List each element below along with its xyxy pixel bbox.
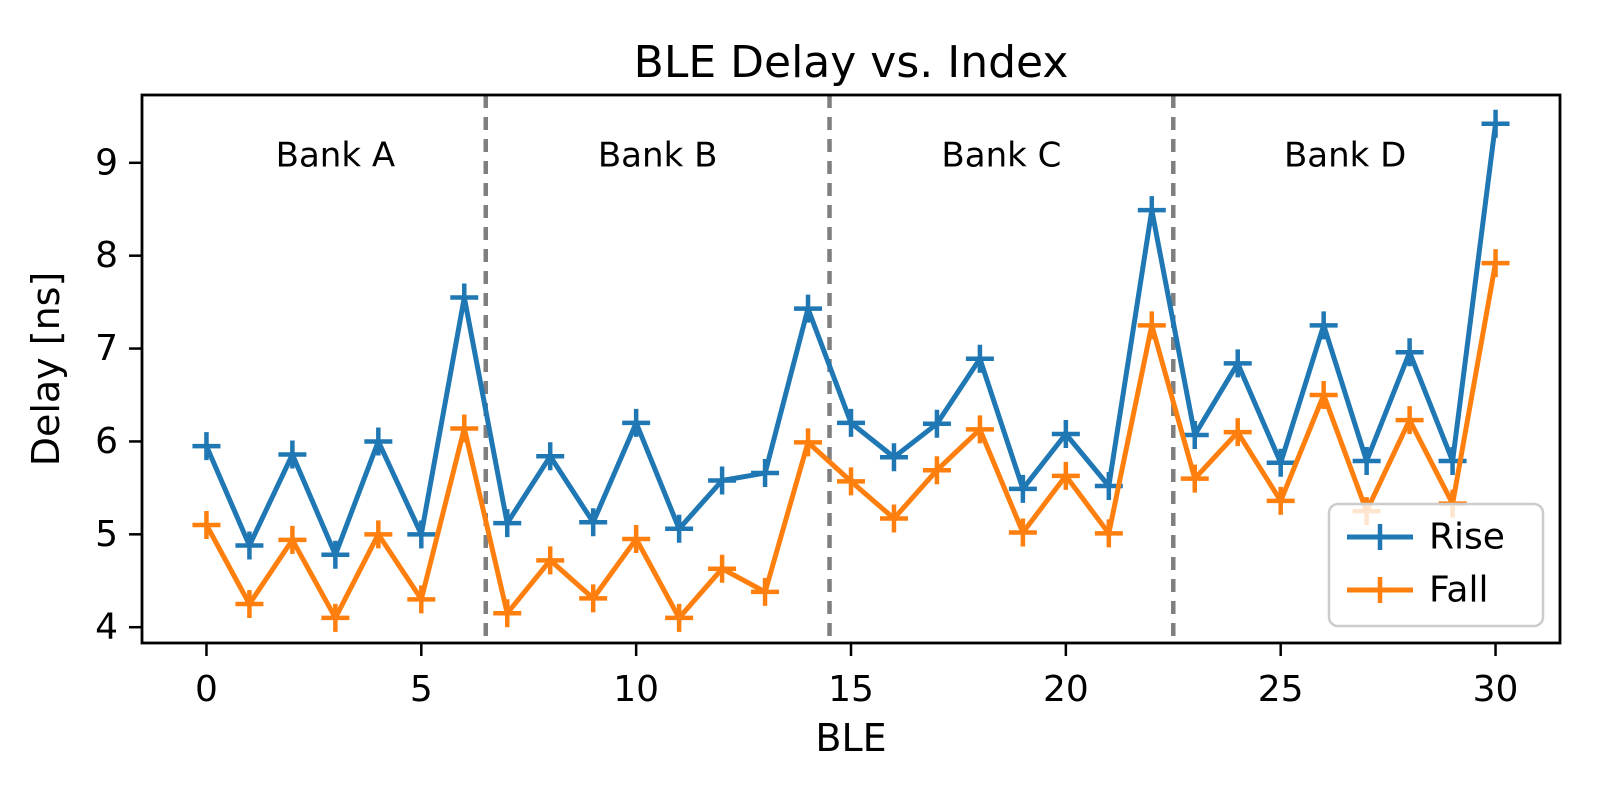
data-point-marker-fall [493,599,522,628]
data-point-marker-fall [235,589,264,618]
data-point-marker-rise [794,294,823,323]
data-point-marker-fall [965,415,994,444]
data-point-marker-fall [1094,519,1123,548]
data-point-marker-rise [837,408,865,437]
data-point-marker-rise [407,520,436,549]
data-point-marker-fall [1051,461,1080,490]
data-point-marker-fall [450,414,479,443]
data-point-marker-rise [450,283,479,312]
x-tick-label: 10 [613,669,659,710]
data-point-marker-fall [1309,381,1338,410]
data-point-marker-fall [708,554,737,583]
data-point-marker-fall [278,525,307,554]
data-point-marker-fall [407,585,436,614]
data-point-marker-fall [1137,311,1166,340]
data-point-marker-rise [1180,420,1209,449]
legend-label-rise: Rise [1429,517,1505,558]
data-point-marker-rise [278,440,307,469]
x-tick-label: 15 [828,669,874,710]
data-point-marker-rise [965,344,994,373]
data-point-marker-fall [622,524,651,553]
y-tick-label: 5 [95,514,118,555]
data-point-marker-fall [837,467,865,496]
data-point-marker-rise [493,509,522,538]
data-point-marker-fall [1008,518,1037,547]
data-point-marker-rise [1051,420,1080,449]
data-point-marker-fall [1481,249,1510,278]
chart-title: BLE Delay vs. Index [634,37,1069,88]
data-point-marker-rise [1309,311,1338,340]
legend-marker-rise [1367,524,1393,550]
data-point-marker-rise [1395,338,1424,367]
data-point-marker-rise [1266,448,1295,477]
data-point-marker-fall [1180,464,1209,493]
data-point-marker-rise [579,508,608,537]
data-point-marker-fall [192,511,221,540]
data-point-marker-fall [579,584,608,613]
data-point-marker-fall [879,504,908,533]
data-point-marker-rise [922,409,951,438]
legend-marker-fall [1367,577,1393,603]
data-point-marker-fall [364,520,393,549]
x-tick-label: 5 [410,669,433,710]
data-point-marker-fall [922,456,951,485]
data-point-marker-rise [364,427,393,456]
data-point-marker-fall [1223,418,1252,447]
y-tick-label: 7 [95,328,118,369]
series-line-fall [204,260,1498,621]
data-point-marker-fall [1395,406,1424,435]
data-point-marker-rise [665,514,694,543]
data-point-marker-fall [1266,486,1295,515]
x-tick-label: 25 [1258,669,1304,710]
data-point-marker-rise [1008,474,1037,503]
legend: Rise Fall [1327,502,1545,628]
data-point-marker-rise [1352,446,1381,475]
data-point-marker-rise [622,408,651,437]
data-point-marker-rise [235,531,264,560]
x-tick-label: 0 [195,669,218,710]
y-axis-label: Delay [ns] [24,272,68,467]
data-point-marker-rise [192,432,221,461]
bank-labels: Bank A Bank B Bank C Bank D [276,135,1407,175]
data-point-marker-fall [321,603,350,632]
y-tick-label: 9 [95,142,118,183]
x-tick-label: 20 [1043,669,1089,710]
x-tick-label: 30 [1473,669,1519,710]
y-tick-label: 8 [95,235,118,276]
data-point-marker-rise [1481,109,1510,138]
data-point-marker-rise [536,442,565,471]
bank-label: Bank D [1284,135,1406,175]
data-point-marker-rise [879,443,908,472]
data-point-marker-fall [536,546,565,575]
data-point-marker-rise [321,540,350,569]
data-point-marker-rise [1223,349,1252,378]
data-point-marker-rise [708,466,737,495]
data-point-marker-rise [1137,196,1166,225]
data-series [192,109,1510,632]
axes: 0 5 10 15 20 25 30 4 5 6 7 8 9 [95,93,1562,710]
data-point-marker-fall [794,428,823,457]
bank-label: Bank C [941,135,1061,175]
y-tick-label: 6 [95,421,118,462]
legend-label-fall: Fall [1429,570,1488,611]
y-tick-label: 4 [95,607,118,648]
bank-label: Bank B [598,135,718,175]
data-point-marker-fall [665,603,694,632]
data-point-marker-fall [751,577,780,606]
data-point-marker-rise [751,459,780,488]
bank-label: Bank A [276,135,395,175]
x-axis-label: BLE [815,716,886,760]
